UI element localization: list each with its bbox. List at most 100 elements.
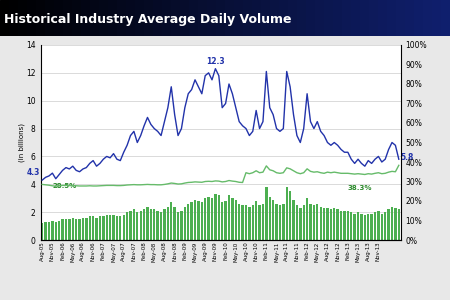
Bar — [198, 0, 207, 36]
Text: 38.3%: 38.3% — [348, 185, 372, 191]
Bar — [92, 216, 94, 240]
Bar — [45, 222, 47, 240]
Bar — [292, 200, 295, 240]
Bar — [108, 0, 117, 36]
Bar — [353, 214, 356, 240]
Bar — [75, 219, 77, 240]
Text: Historical Industry Average Daily Volume: Historical Industry Average Daily Volume — [4, 13, 292, 26]
Bar — [405, 0, 414, 36]
Bar — [157, 211, 159, 240]
Bar — [135, 0, 144, 36]
Bar — [129, 211, 132, 240]
Bar — [162, 0, 171, 36]
Bar — [333, 208, 335, 240]
Bar — [41, 223, 43, 240]
Bar — [95, 218, 98, 240]
Bar — [27, 0, 36, 36]
Bar — [248, 207, 251, 240]
Bar — [126, 212, 128, 240]
Bar — [112, 215, 115, 240]
Bar — [140, 211, 142, 240]
Bar — [320, 207, 322, 240]
Bar — [216, 0, 225, 36]
Bar — [269, 197, 271, 240]
Bar — [337, 209, 339, 240]
Bar — [65, 219, 67, 240]
Bar — [119, 216, 122, 240]
Bar — [265, 187, 268, 240]
Text: 12.3: 12.3 — [206, 57, 225, 66]
Bar — [302, 205, 305, 240]
Bar — [272, 200, 274, 240]
Bar — [360, 0, 369, 36]
Bar — [68, 219, 71, 240]
Bar — [306, 0, 315, 36]
Bar — [357, 212, 359, 240]
Bar — [384, 212, 387, 240]
Bar — [72, 0, 81, 36]
Bar — [204, 198, 207, 240]
Bar — [109, 215, 111, 240]
Bar — [89, 216, 91, 240]
Bar — [144, 0, 153, 36]
Bar — [116, 216, 118, 240]
Bar — [207, 197, 210, 240]
Bar — [343, 211, 346, 240]
Bar — [45, 0, 54, 36]
Bar — [51, 220, 54, 240]
Bar — [194, 200, 196, 240]
Bar — [90, 0, 99, 36]
Bar — [279, 205, 281, 240]
Bar — [54, 222, 57, 240]
Bar — [36, 0, 45, 36]
Bar — [163, 209, 166, 240]
Bar — [423, 0, 432, 36]
Bar — [315, 0, 324, 36]
Bar — [241, 205, 244, 240]
Bar — [126, 0, 135, 36]
Bar — [255, 201, 257, 240]
Bar — [218, 195, 220, 240]
Bar — [173, 207, 176, 240]
Bar — [122, 215, 125, 240]
Bar — [117, 0, 126, 36]
Bar — [323, 208, 325, 240]
Bar — [197, 201, 200, 240]
Bar — [309, 204, 312, 240]
Bar — [146, 207, 148, 240]
Bar — [63, 0, 72, 36]
Bar — [258, 205, 261, 240]
Bar — [275, 204, 278, 240]
Bar — [364, 215, 366, 240]
Bar — [81, 0, 90, 36]
Bar — [360, 214, 363, 240]
Bar — [330, 209, 332, 240]
Bar — [324, 0, 333, 36]
Bar — [369, 0, 378, 36]
Bar — [377, 211, 380, 240]
Bar — [177, 212, 179, 240]
Text: 4.3: 4.3 — [27, 168, 40, 177]
Bar — [297, 0, 306, 36]
Bar — [306, 198, 308, 240]
Bar — [286, 187, 288, 240]
Bar — [432, 0, 441, 36]
Bar — [143, 209, 145, 240]
Bar — [351, 0, 360, 36]
Text: 28.5%: 28.5% — [52, 184, 76, 190]
Bar — [211, 198, 213, 240]
Bar — [85, 218, 88, 240]
Bar — [99, 216, 101, 240]
Bar — [160, 212, 162, 240]
Bar — [391, 207, 393, 240]
Bar — [234, 200, 237, 240]
Bar — [282, 204, 284, 240]
Bar — [184, 207, 186, 240]
Bar — [201, 202, 203, 240]
Bar — [387, 209, 390, 240]
Bar — [225, 0, 234, 36]
Bar — [238, 204, 240, 240]
Bar — [171, 0, 180, 36]
Bar — [243, 0, 252, 36]
Bar — [367, 214, 369, 240]
